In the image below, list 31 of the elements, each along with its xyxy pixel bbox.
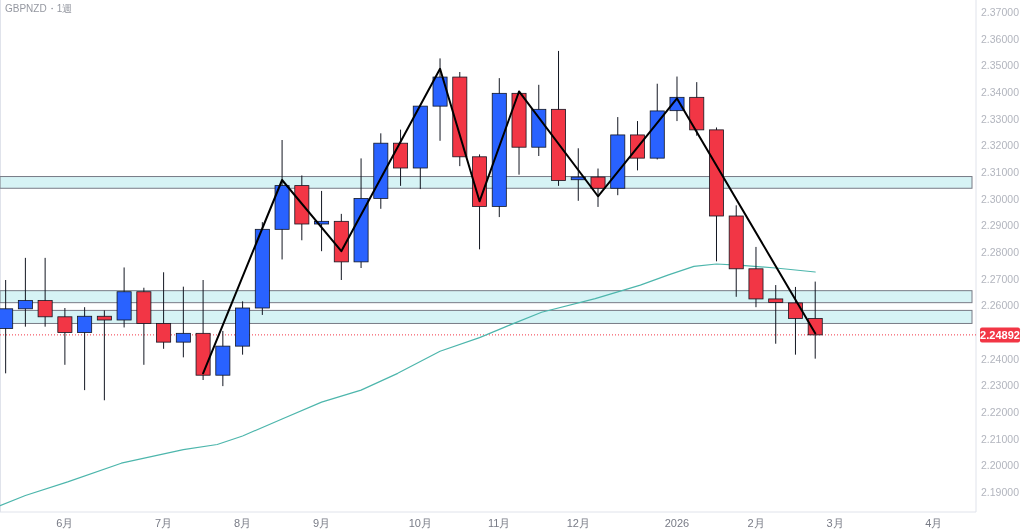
x-tick-label: 8月 [234,517,252,529]
y-tick-label: 2.30000 [981,192,1020,205]
y-tick-label: 2.29000 [981,219,1020,232]
y-tick-label: 2.19000 [981,486,1020,498]
y-tick-label: 2.37000 [981,6,1020,18]
y-tick-label: 2.36000 [981,32,1020,45]
x-tick-label: 4月 [925,517,943,529]
x-tick-label: 6月 [56,517,74,529]
y-tick-label: 2.24000 [981,352,1020,365]
x-tick-label: 7月 [155,517,173,529]
y-tick-label: 2.20000 [981,459,1020,472]
y-tick-label: 2.34000 [981,86,1020,98]
y-tick-label: 2.21000 [981,432,1020,445]
x-tick-label: 3月 [826,517,844,529]
x-tick-label: 2026 [664,517,690,529]
x-tick-label: 11月 [488,517,511,529]
y-tick-label: 2.35000 [981,59,1020,72]
x-tick-label: 10月 [408,517,432,529]
chart-title: GBPNZD・1週 [5,2,73,14]
y-tick-label: 2.31000 [981,166,1020,178]
x-tick-label: 12月 [566,517,590,529]
x-tick-label: 2月 [747,517,765,529]
y-tick-label: 2.23000 [981,379,1020,392]
y-tick-label: 2.27000 [981,272,1020,285]
y-tick-label: 2.26000 [981,299,1020,312]
y-tick-label: 2.33000 [981,112,1020,125]
x-tick-label: 9月 [313,517,331,529]
ref-line-label: 2.24892 [980,328,1020,341]
y-tick-label: 2.22000 [981,406,1020,418]
y-tick-label: 2.28000 [981,246,1020,258]
y-tick-label: 2.32000 [981,139,1020,152]
